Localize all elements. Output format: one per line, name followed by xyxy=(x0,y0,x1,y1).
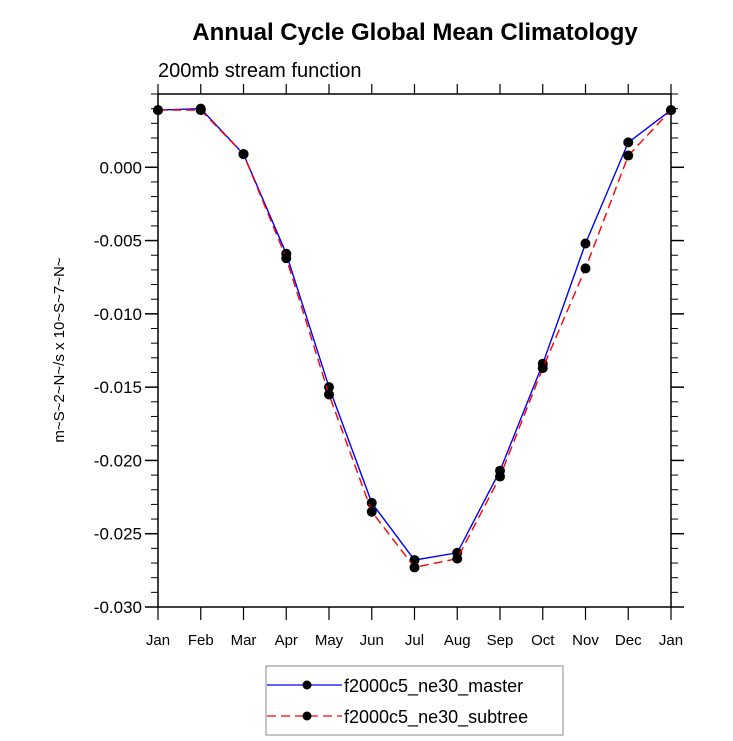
y-tick-label: -0.015 xyxy=(94,378,142,397)
axes: 0.000 -0.005 -0.010 -0.015 -0.020 -0.025 -0.03… xyxy=(94,84,684,649)
x-tick-label: Jun xyxy=(360,632,384,649)
x-tick-label: Dec xyxy=(615,632,642,649)
data-point xyxy=(409,555,420,566)
y-tick-label: -0.025 xyxy=(94,525,142,544)
chart-subtitle: 200mb stream function xyxy=(158,60,361,82)
x-tick-label: Sep xyxy=(487,632,514,649)
data-point xyxy=(580,263,591,274)
y-axis-label: m~S~2~N~/s x 10~S~7~N~ xyxy=(51,257,68,442)
data-point xyxy=(195,105,206,116)
data-point xyxy=(324,389,334,400)
series-f2000c5_ne30_subtree xyxy=(153,105,676,573)
legend-box xyxy=(265,665,564,736)
data-point xyxy=(324,382,334,393)
series-line xyxy=(158,109,672,569)
y-tick-label: -0.005 xyxy=(94,232,142,251)
y-tick-label: -0.020 xyxy=(94,451,142,470)
data-point xyxy=(537,363,548,374)
legend-label-master: f2000c5_ne30_master xyxy=(344,676,523,697)
data-point xyxy=(495,471,505,482)
data-point xyxy=(366,506,377,517)
x-tick-label: Oct xyxy=(531,632,555,649)
y-tick-label: 0.000 xyxy=(99,158,142,177)
x-tick-label: Feb xyxy=(188,632,214,649)
data-point xyxy=(580,238,591,249)
data-point xyxy=(366,497,377,508)
data-point xyxy=(238,149,249,160)
legend: f2000c5_ne30_master f2000c5_ne30_subtree xyxy=(265,665,564,736)
data-point xyxy=(153,105,163,116)
chart-title: Annual Cycle Global Mean Climatology xyxy=(192,19,638,46)
data-point xyxy=(281,253,292,264)
series-layer xyxy=(153,103,676,573)
x-tick-label: Mar xyxy=(231,632,257,649)
x-tick-label: Jul xyxy=(405,632,424,649)
x-tick-label: Aug xyxy=(444,632,471,649)
plot-frame xyxy=(157,93,672,608)
data-point xyxy=(452,553,463,564)
y-tick-label: -0.010 xyxy=(94,305,142,324)
series-f2000c5_ne30_master xyxy=(153,103,676,566)
legend-marker-master xyxy=(302,680,312,690)
series-line xyxy=(157,107,672,561)
legend-marker-subtree xyxy=(302,711,312,721)
y-tick-label: -0.030 xyxy=(94,598,142,617)
x-tick-label: Jan xyxy=(146,632,170,649)
x-tick-label: Nov xyxy=(572,632,599,649)
x-tick-label: Apr xyxy=(275,632,298,649)
data-point xyxy=(666,105,676,116)
x-tick-label: Jan xyxy=(659,632,683,649)
data-point xyxy=(623,150,634,161)
data-point xyxy=(409,562,420,573)
legend-item-master: f2000c5_ne30_master xyxy=(267,676,523,697)
legend-item-subtree: f2000c5_ne30_subtree xyxy=(267,707,528,728)
legend-label-subtree: f2000c5_ne30_subtree xyxy=(344,707,528,728)
data-point xyxy=(623,137,634,148)
x-tick-label: May xyxy=(315,632,344,649)
